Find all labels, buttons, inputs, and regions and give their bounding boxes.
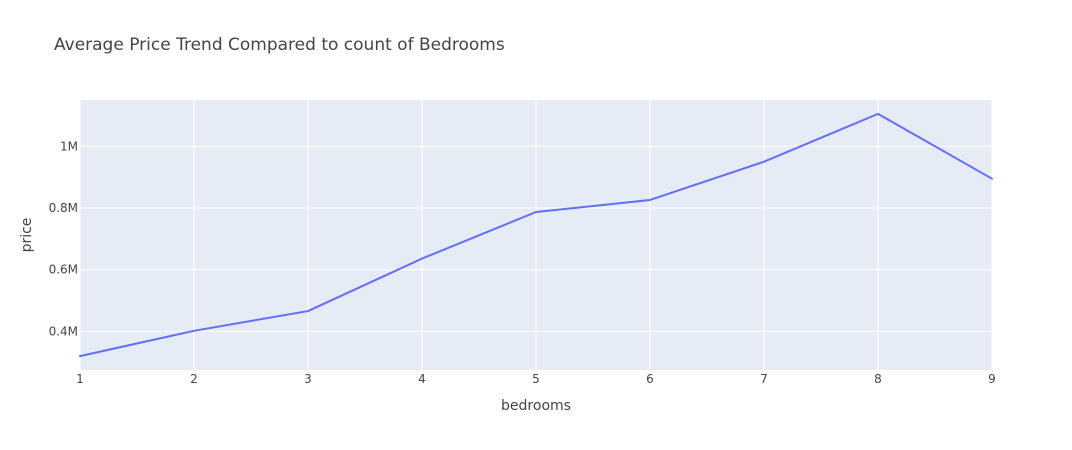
- y-tick-label: 0.8M: [49, 201, 78, 215]
- x-axis-title: bedrooms: [501, 398, 571, 414]
- data-point[interactable]: [989, 176, 995, 182]
- y-tick-label: 1M: [60, 139, 78, 153]
- x-tick-label: 3: [304, 372, 312, 386]
- x-tick-label: 8: [874, 372, 882, 386]
- x-tick-label: 9: [988, 372, 996, 386]
- x-tick-label: 4: [418, 372, 426, 386]
- x-tick-label: 2: [190, 372, 198, 386]
- data-point[interactable]: [305, 308, 311, 314]
- y-tick-label: 0.4M: [49, 324, 78, 338]
- series-layer: [77, 111, 995, 359]
- x-tick-label: 1: [76, 372, 84, 386]
- y-axis-title: price: [19, 218, 35, 253]
- data-point[interactable]: [533, 209, 539, 215]
- data-point[interactable]: [191, 328, 197, 334]
- chart-title: Average Price Trend Compared to count of…: [54, 35, 505, 55]
- data-point[interactable]: [761, 159, 767, 165]
- data-point[interactable]: [647, 197, 653, 203]
- y-axis-ticks: 0.4M 0.6M 0.8M 1M: [49, 139, 78, 338]
- data-point[interactable]: [875, 111, 881, 117]
- gridlines: [79, 100, 993, 370]
- y-tick-label: 0.6M: [49, 263, 78, 277]
- x-axis-ticks: 1 2 3 4 5 6 7 8 9: [76, 372, 996, 386]
- data-point[interactable]: [419, 256, 425, 262]
- x-tick-label: 6: [646, 372, 654, 386]
- x-tick-label: 5: [532, 372, 540, 386]
- x-tick-label: 7: [760, 372, 768, 386]
- series-line: [79, 112, 993, 358]
- data-point[interactable]: [77, 353, 83, 359]
